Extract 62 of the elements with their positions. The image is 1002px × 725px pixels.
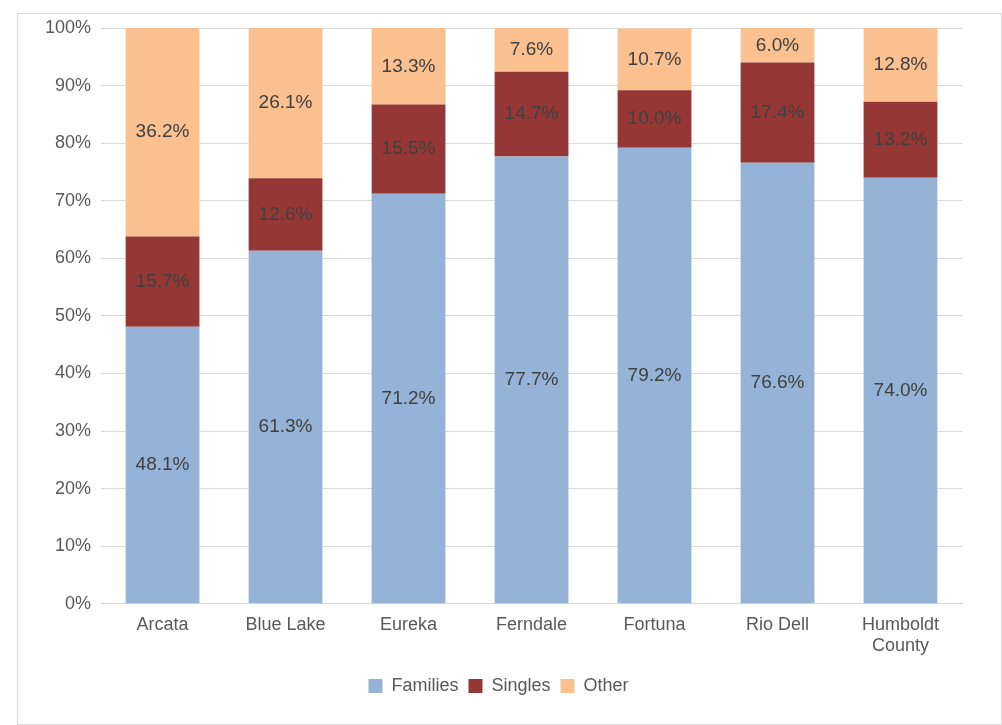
bar [371,193,446,604]
data-label: 61.3% [258,415,313,437]
data-label: 13.2% [873,127,928,149]
legend-label: Families [391,674,459,695]
data-label: 15.5% [381,137,436,159]
bar [125,28,200,237]
bar [248,28,323,179]
data-label: 48.1% [135,453,190,475]
x-tick-label: Blue Lake [245,613,326,634]
x-tick-label: Arcata [136,613,190,634]
bar [740,162,815,604]
x-tick-label: Eureka [380,613,439,634]
bar [617,28,692,91]
data-label: 7.6% [509,38,554,60]
data-label: 6.0% [755,33,800,55]
data-label: 12.6% [258,202,313,224]
legend-label: Singles [491,674,551,695]
data-label: 77.7% [504,368,559,390]
y-tick-label: 60% [55,247,92,268]
y-tick-label: 80% [55,132,92,153]
y-tick-label: 30% [55,420,92,441]
x-tick-label: Fortuna [623,613,687,634]
bar [371,28,446,105]
data-label: 12.8% [873,53,928,75]
data-label: 10.0% [627,107,682,129]
y-tick-label: 40% [55,362,92,383]
bar [617,147,692,604]
bar [740,62,815,163]
bar [248,250,323,604]
data-label: 71.2% [381,386,436,408]
bar [494,28,569,72]
y-tick-label: 70% [55,189,92,210]
bar [125,326,200,604]
y-tick-label: 0% [65,592,92,613]
y-tick-label: 10% [55,535,92,556]
data-label: 26.1% [258,91,313,113]
y-tick-label: 100% [44,16,92,37]
y-tick-label: 20% [55,477,92,498]
bar [494,71,569,157]
data-label: 13.3% [381,54,436,76]
legend-label: Other [583,674,629,695]
y-tick-label: 50% [55,304,92,325]
x-tick-label: Humboldt County [861,613,940,656]
data-label: 36.2% [135,120,190,142]
bar [125,236,200,327]
data-label: 14.7% [504,102,559,124]
data-label: 17.4% [750,100,805,122]
bar [863,101,938,178]
bar [863,28,938,102]
y-tick-label: 90% [55,74,92,95]
bar [494,156,569,604]
bar [248,178,323,251]
x-tick-label: Ferndale [496,613,568,634]
data-label: 15.7% [135,269,190,291]
data-label: 76.6% [750,371,805,393]
bar [371,104,446,194]
x-tick-label: Rio Dell [745,613,810,634]
bar [863,177,938,604]
data-label: 10.7% [627,47,682,69]
data-label: 79.2% [627,363,682,385]
bar [617,90,692,148]
data-label: 74.0% [873,378,928,400]
